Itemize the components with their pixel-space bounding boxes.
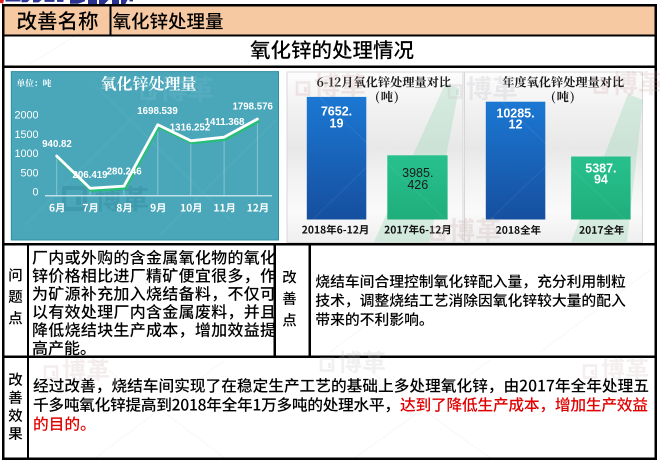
svg-text:1000: 1000 — [14, 148, 38, 160]
svg-text:12: 12 — [509, 118, 523, 132]
svg-text:426: 426 — [407, 178, 428, 192]
svg-text:10285.: 10285. — [496, 107, 534, 121]
svg-text:940.82: 940.82 — [42, 139, 72, 150]
svg-text:2000: 2000 — [14, 110, 38, 122]
svg-text:94: 94 — [594, 173, 608, 187]
svg-text:5387.: 5387. — [585, 161, 616, 175]
svg-text:1411.368: 1411.368 — [205, 117, 245, 128]
svg-text:206.419: 206.419 — [72, 170, 108, 181]
svg-text:280.246: 280.246 — [107, 167, 143, 178]
svg-text:3985.: 3985. — [402, 166, 433, 180]
svg-text:1798.576: 1798.576 — [232, 102, 273, 113]
svg-text:19: 19 — [330, 117, 344, 131]
svg-text:0: 0 — [32, 186, 38, 198]
svg-text:1698.539: 1698.539 — [137, 106, 178, 117]
svg-text:1500: 1500 — [14, 129, 38, 141]
svg-text:7652.: 7652. — [321, 105, 352, 119]
svg-text:500: 500 — [20, 167, 38, 179]
svg-text:1316.252: 1316.252 — [170, 122, 210, 133]
